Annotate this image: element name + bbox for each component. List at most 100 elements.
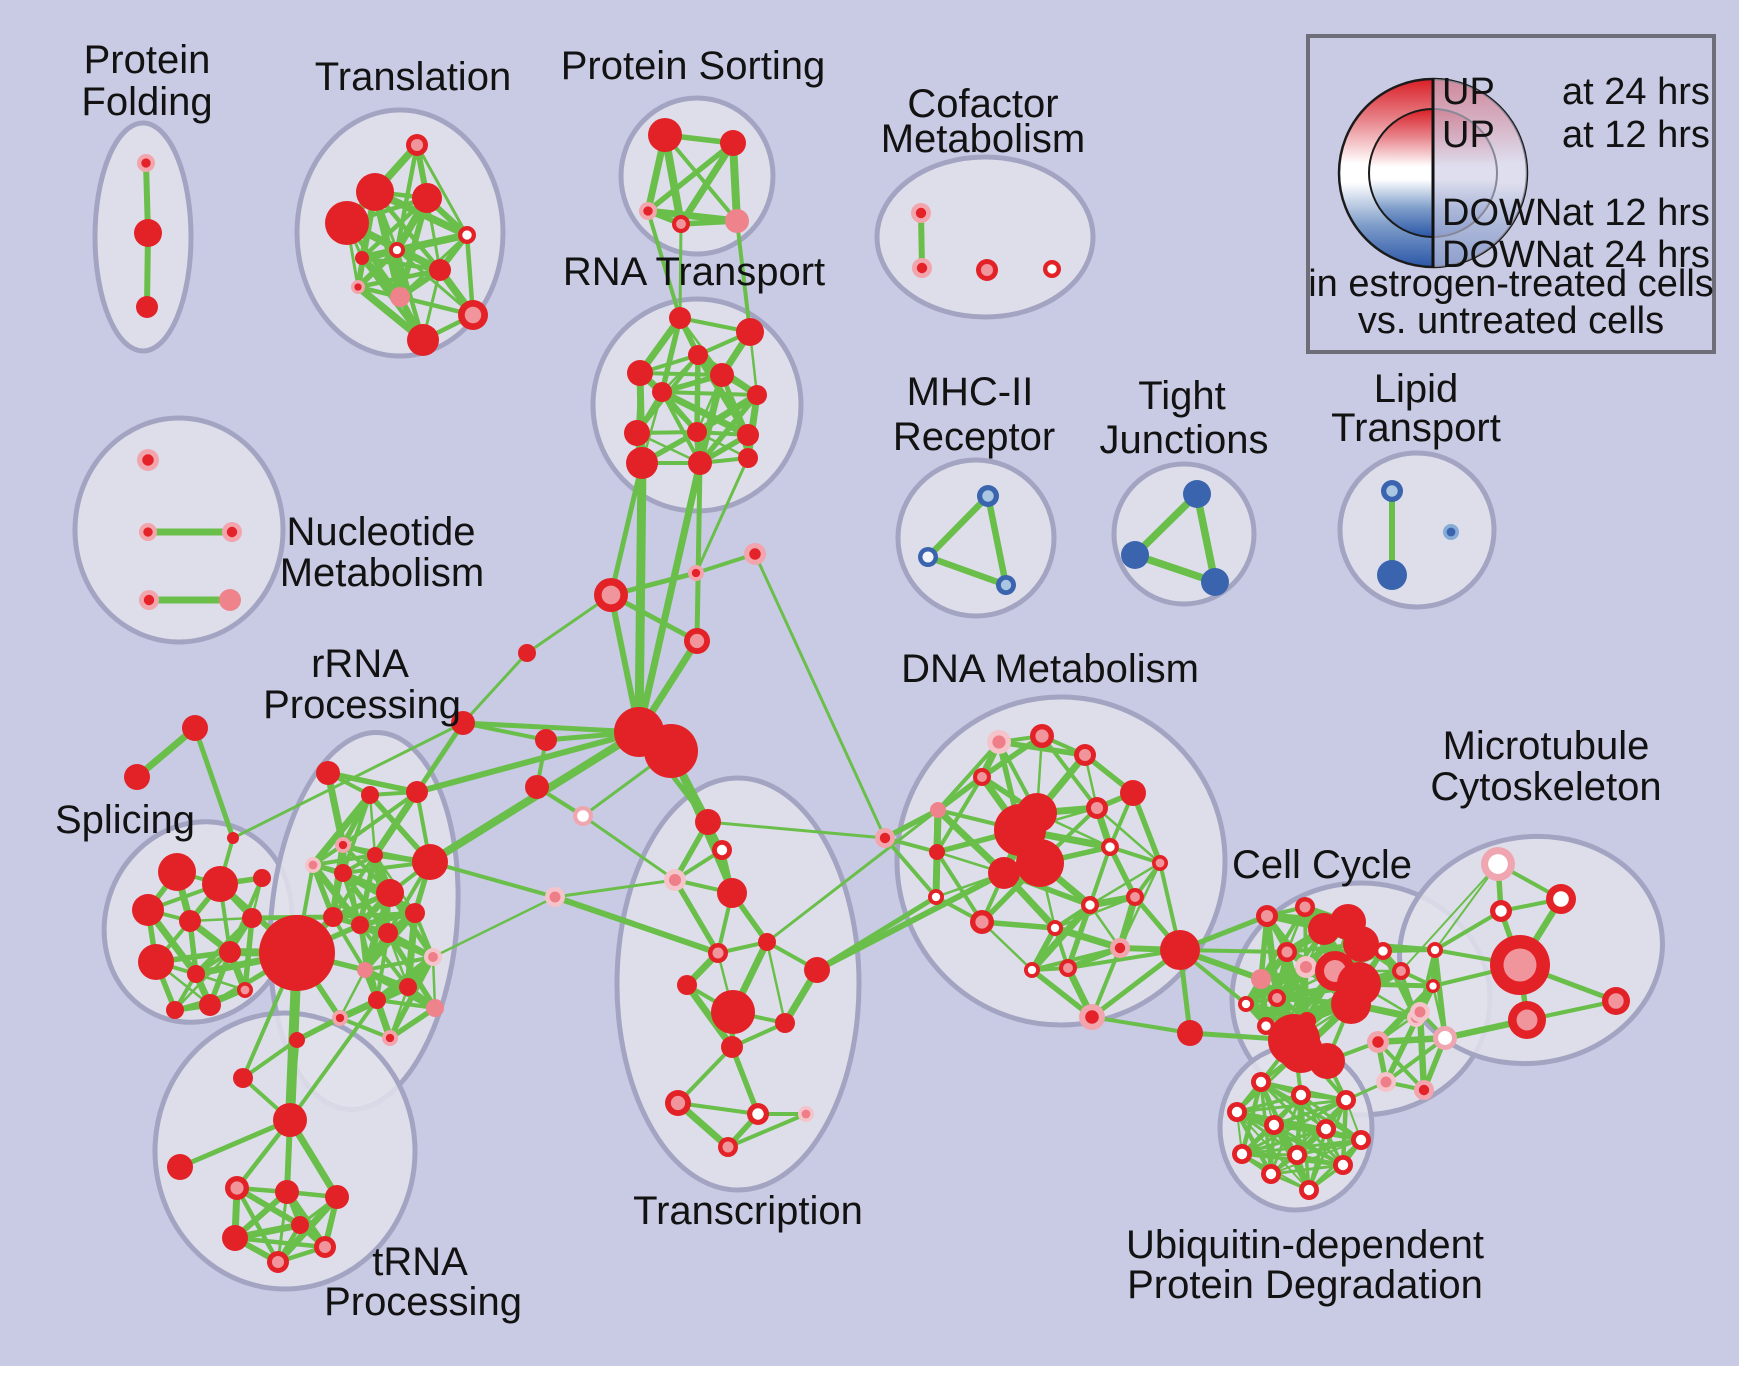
network-edge: [984, 492, 1010, 589]
network-node: [412, 844, 448, 880]
network-edge: [683, 981, 736, 1051]
network-node: [167, 1154, 193, 1180]
network-node: [695, 809, 721, 835]
network-node-core: [1027, 965, 1037, 975]
network-node-core: [689, 633, 705, 649]
network-node-core: [879, 832, 891, 844]
network-node-core: [1268, 1119, 1280, 1131]
network-node-core: [1231, 1106, 1243, 1118]
network-edge: [1107, 844, 1138, 900]
network-node: [804, 957, 830, 983]
network-node: [399, 978, 417, 996]
legend-row-value: at 24 hrs: [1562, 71, 1710, 113]
network-node: [368, 991, 386, 1009]
network-edge: [935, 850, 984, 924]
cluster-label-cell-cycle: Cell Cycle: [1232, 843, 1412, 887]
network-edge: [814, 870, 1007, 973]
network-edge: [608, 460, 645, 598]
network-edge: [232, 1235, 328, 1250]
network-node: [361, 786, 379, 804]
network-node-core: [226, 526, 238, 538]
network-node-core: [1430, 945, 1440, 955]
network-edge: [1028, 901, 1094, 974]
network-edge: [1095, 806, 1162, 865]
network-edge: [936, 740, 1001, 812]
network-node-core: [1299, 960, 1313, 974]
network-node-core: [1429, 982, 1437, 990]
network-node-core: [462, 230, 472, 240]
network-edge: [883, 836, 938, 899]
network-node: [289, 1032, 305, 1048]
network-node: [930, 802, 946, 818]
network-node-core: [354, 283, 362, 291]
network-node-core: [1050, 923, 1060, 933]
network-node-core: [922, 551, 934, 563]
network-edge: [660, 390, 702, 465]
legend-row-key: DOWN: [1442, 192, 1562, 234]
network-edge: [371, 788, 421, 859]
network-edge: [1240, 1127, 1328, 1156]
network-node-core: [143, 594, 155, 606]
network-node-core: [335, 1013, 345, 1023]
network-node-core: [1281, 946, 1293, 958]
network-edge: [331, 915, 367, 972]
nodes-layer: [124, 118, 1630, 1273]
network-edge: [355, 267, 443, 290]
network-node-core: [428, 952, 438, 962]
network-edge: [395, 248, 475, 317]
network-node: [233, 1068, 253, 1088]
network-node: [758, 933, 776, 951]
network-node-core: [1272, 993, 1282, 1003]
network-node: [334, 864, 352, 882]
network-node: [367, 847, 383, 863]
network-node-core: [1078, 748, 1092, 762]
network-edge: [1269, 1093, 1303, 1176]
network-edge: [461, 651, 529, 725]
cluster-label-lipid-transport: Transport: [1331, 406, 1501, 450]
network-edge: [1340, 1097, 1349, 1168]
network-node: [929, 844, 945, 860]
network-node-core: [318, 1240, 332, 1254]
network-edge: [173, 950, 232, 1012]
network-node-core: [801, 1109, 811, 1119]
network-node: [356, 173, 394, 211]
cluster-label-splicing: Splicing: [55, 798, 195, 842]
network-node: [644, 724, 698, 778]
network-node-core: [1446, 527, 1456, 537]
network-node: [390, 287, 410, 307]
network-node: [687, 422, 707, 442]
cluster-label-ubiquitin-degradation: Ubiquitin-dependent: [1126, 1223, 1484, 1267]
cluster-label-lipid-transport: Lipid: [1374, 367, 1459, 411]
network-edge: [431, 895, 557, 959]
cluster-label-mhc-ii-receptor: MHC-II: [907, 370, 1034, 414]
network-node: [710, 363, 734, 387]
legend-row-key: UP: [1442, 71, 1495, 113]
network-node: [179, 910, 201, 932]
network-node-core: [716, 844, 728, 856]
network-node-core: [1380, 1076, 1392, 1088]
network-edge: [694, 460, 703, 644]
network-node: [1309, 1043, 1345, 1079]
network-node-core: [385, 1033, 395, 1043]
network-node: [669, 307, 691, 329]
network-edge: [192, 725, 236, 841]
network-edge: [525, 593, 613, 655]
network-edge: [1090, 1015, 1192, 1035]
network-edge: [288, 998, 379, 1122]
network-edge: [660, 390, 759, 397]
network-node-core: [271, 1255, 285, 1269]
cluster-label-cofactor-metabolism: Cofactor: [907, 82, 1058, 126]
network-edge: [753, 552, 887, 840]
network-node-core: [982, 490, 994, 502]
network-node-core: [691, 568, 701, 578]
network-node-core: [1608, 993, 1624, 1009]
network-node: [227, 832, 239, 844]
network-edge: [1193, 490, 1219, 586]
network-edge: [373, 953, 437, 1004]
network-node-core: [1418, 1084, 1430, 1096]
network-node-core: [1337, 1159, 1349, 1171]
network-node-core: [1303, 1184, 1315, 1196]
network-node: [1201, 568, 1229, 596]
network-node: [711, 990, 755, 1034]
